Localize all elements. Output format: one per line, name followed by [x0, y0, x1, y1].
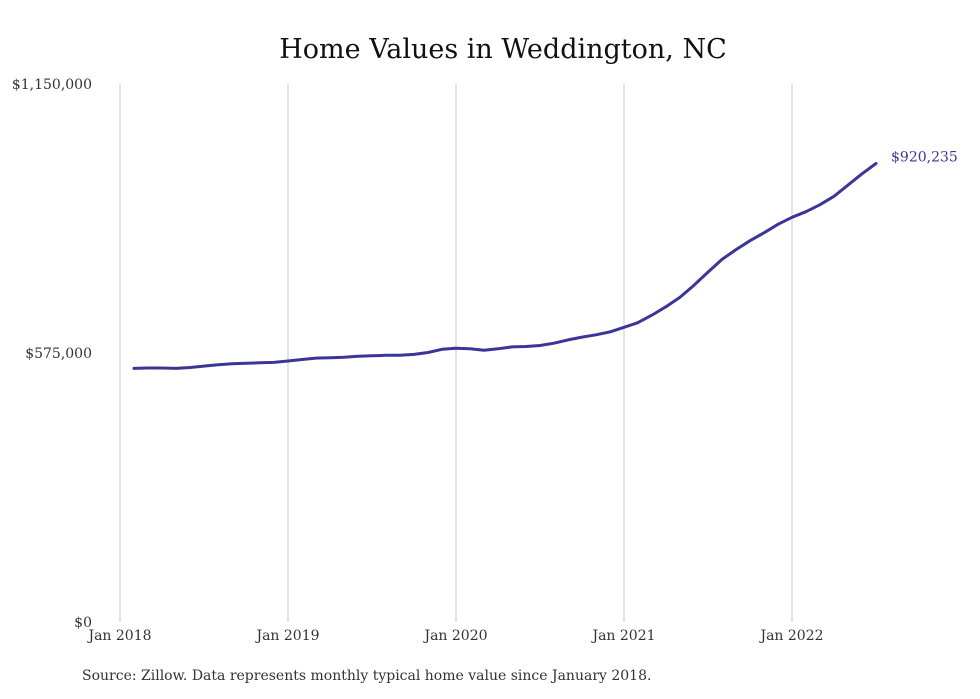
y-tick-label: $575,000 [25, 346, 92, 362]
series-group: $920,235 [132, 150, 958, 370]
x-tick-label: Jan 2020 [422, 628, 487, 644]
x-tick-label: Jan 2019 [254, 628, 319, 644]
grid [119, 84, 793, 622]
x-tick-label: Jan 2018 [86, 628, 151, 644]
chart-title: Home Values in Weddington, NC [279, 34, 726, 65]
end-value-label: $920,235 [891, 150, 958, 166]
y-tick-label: $1,150,000 [12, 77, 92, 93]
y-axis: $1,150,000 $575,000 $0 [12, 77, 92, 631]
y-tick-label: $0 [74, 615, 92, 631]
x-tick-label: Jan 2021 [590, 628, 655, 644]
x-tick-label: Jan 2022 [758, 628, 823, 644]
series-line [132, 162, 878, 370]
source-note: Source: Zillow. Data represents monthly … [82, 668, 652, 684]
x-axis: Jan 2018 Jan 2019 Jan 2020 Jan 2021 Jan 2022 [86, 628, 823, 644]
